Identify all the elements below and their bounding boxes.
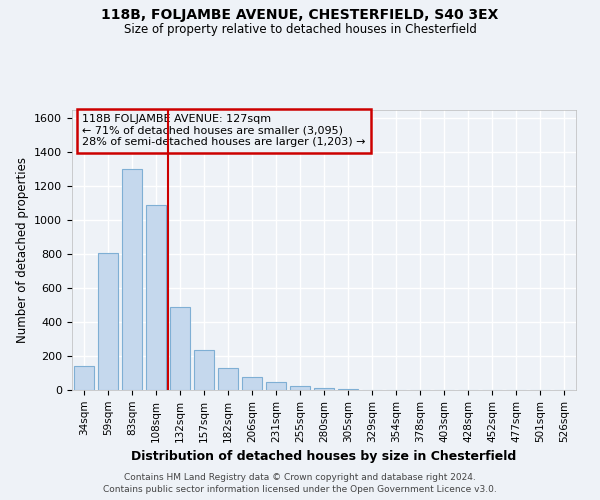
Bar <box>242 378 262 390</box>
Bar <box>146 205 166 390</box>
X-axis label: Distribution of detached houses by size in Chesterfield: Distribution of detached houses by size … <box>131 450 517 463</box>
Text: Contains public sector information licensed under the Open Government Licence v3: Contains public sector information licen… <box>103 485 497 494</box>
Bar <box>218 368 238 390</box>
Bar <box>170 307 190 390</box>
Bar <box>122 170 142 390</box>
Bar <box>194 350 214 390</box>
Bar <box>290 386 310 390</box>
Y-axis label: Number of detached properties: Number of detached properties <box>16 157 29 343</box>
Bar <box>266 382 286 390</box>
Text: Size of property relative to detached houses in Chesterfield: Size of property relative to detached ho… <box>124 22 476 36</box>
Text: Contains HM Land Registry data © Crown copyright and database right 2024.: Contains HM Land Registry data © Crown c… <box>124 472 476 482</box>
Text: 118B, FOLJAMBE AVENUE, CHESTERFIELD, S40 3EX: 118B, FOLJAMBE AVENUE, CHESTERFIELD, S40… <box>101 8 499 22</box>
Text: 118B FOLJAMBE AVENUE: 127sqm
← 71% of detached houses are smaller (3,095)
28% of: 118B FOLJAMBE AVENUE: 127sqm ← 71% of de… <box>82 114 365 148</box>
Bar <box>314 388 334 390</box>
Bar <box>74 366 94 390</box>
Bar <box>98 252 118 390</box>
